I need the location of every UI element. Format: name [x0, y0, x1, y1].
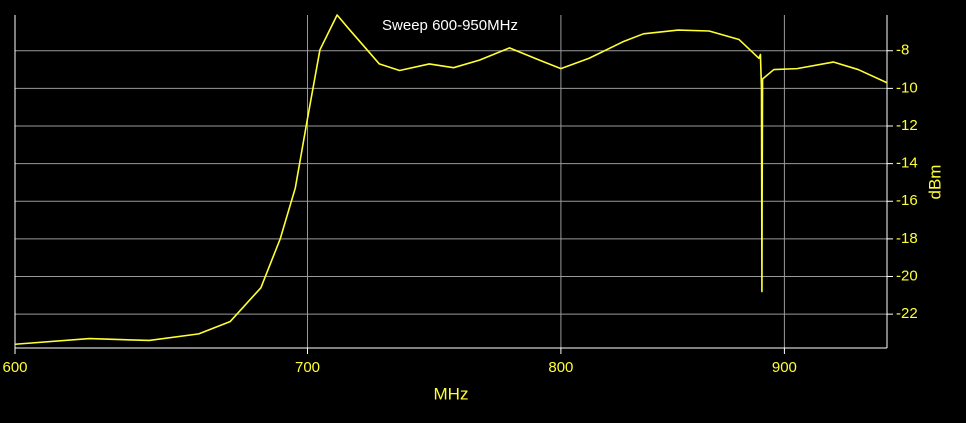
y-tick-label: -20 [896, 267, 918, 284]
x-tick-label: 600 [2, 359, 27, 376]
x-tick-label: 700 [295, 359, 320, 376]
x-axis-label: MHz [434, 384, 469, 403]
x-tick-label: 800 [548, 359, 573, 376]
y-tick-label: -22 [896, 305, 918, 322]
data-line [14, 14, 888, 346]
y-tick-label: -10 [896, 79, 918, 96]
y-axis-label: dBm [925, 165, 944, 200]
chart-title: Sweep 600-950MHz [382, 17, 518, 34]
x-tick-label: 900 [772, 359, 797, 376]
y-tick-label: -8 [896, 42, 909, 59]
y-tick-label: -14 [896, 155, 918, 172]
y-tick-label: -18 [896, 230, 918, 247]
y-tick-label: -12 [896, 117, 918, 134]
y-tick-label: -16 [896, 192, 918, 209]
